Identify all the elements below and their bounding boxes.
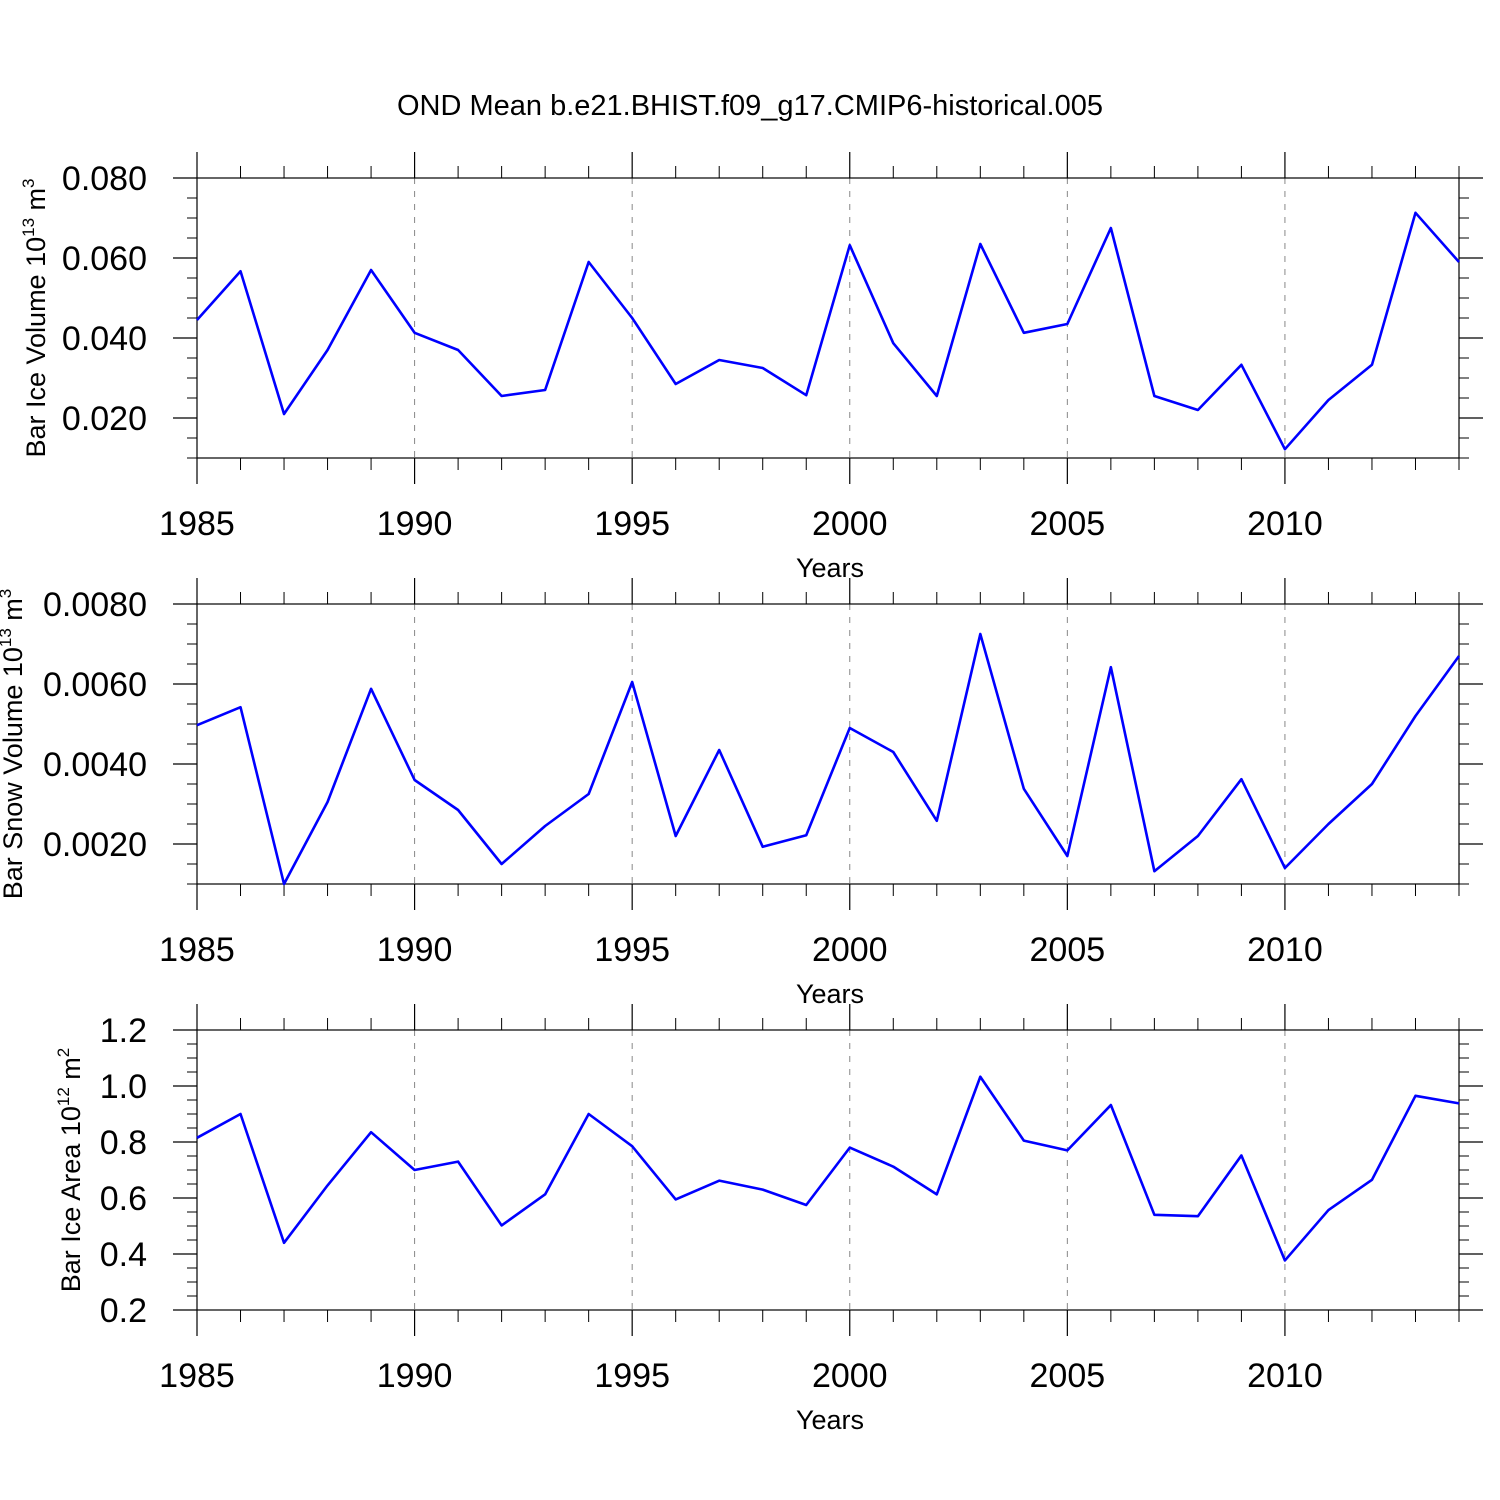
snow-volume-y-label-unit: m: [0, 598, 28, 628]
snow-volume-y-label-unit-exponent: 3: [0, 589, 15, 598]
snow-volume-x-tick-label: 2000: [812, 931, 888, 969]
snow-volume-y-label-text: Bar Snow Volume 10: [0, 647, 28, 899]
ice-volume-x-tick-label: 2005: [1030, 505, 1106, 543]
ice-area-y-label-unit-exponent: 2: [54, 1048, 73, 1057]
ice-area-x-tick-label: 2005: [1030, 1357, 1106, 1395]
ice-area-y-label-text: Bar Ice Area 10: [56, 1106, 86, 1292]
ice-volume-x-tick-label: 2000: [812, 505, 888, 543]
snow-volume-y-tick-label: 0.0080: [43, 586, 147, 624]
ice-area-x-tick-label: 2010: [1247, 1357, 1323, 1395]
ice-volume-x-tick-label: 2010: [1247, 505, 1323, 543]
ice-volume-y-tick-label: 0.060: [62, 240, 147, 278]
ice-area-x-axis-label: Years: [796, 1405, 864, 1435]
ice-area-x-tick-label: 1990: [377, 1357, 453, 1395]
ice-area-y-tick-label: 1.2: [100, 1012, 147, 1050]
ice-area-series-line: [196, 1075, 1460, 1262]
ice-area-y-tick-label: 0.6: [100, 1180, 147, 1218]
ice-area-y-label-unit: m: [56, 1057, 86, 1087]
snow-volume-x-tick-label: 1990: [377, 931, 453, 969]
ice-volume-panel: 0.020 0.040 0.060 0.080 1985 1990 1995 2000 2005…: [19, 152, 1483, 583]
snow-volume-y-tick-label: 0.0060: [43, 666, 147, 704]
ice-area-y-tick-label: 0.8: [100, 1124, 147, 1162]
ice-area-y-tick-label: 0.2: [100, 1292, 147, 1330]
ice-volume-y-axis-label: Bar Ice Volume 1013 m3: [19, 178, 51, 457]
snow-volume-y-axis-label: Bar Snow Volume 1013 m3: [0, 589, 28, 900]
ice-area-x-tick-label: 2000: [812, 1357, 888, 1395]
ice-volume-y-label-text: Bar Ice Volume 10: [21, 237, 51, 458]
ice-volume-y-tick-label: 0.040: [62, 320, 147, 358]
snow-volume-x-axis-label: Years: [796, 979, 864, 1009]
ice-volume-y-label-unit: m: [21, 188, 51, 218]
ice-volume-series-line: [196, 211, 1460, 451]
ice-area-y-axis-label: Bar Ice Area 1012 m2: [54, 1048, 86, 1293]
ice-volume-x-tick-label: 1985: [159, 505, 235, 543]
ice-area-y-label-exponent: 12: [54, 1087, 73, 1106]
ice-volume-y-label-exponent: 13: [19, 218, 38, 237]
ice-volume-x-tick-label: 1990: [377, 505, 453, 543]
ice-volume-x-axis-label: Years: [796, 553, 864, 583]
ice-volume-y-label-unit-exponent: 3: [19, 178, 38, 187]
snow-volume-x-tick-label: 2010: [1247, 931, 1323, 969]
snow-volume-y-tick-label: 0.0040: [43, 746, 147, 784]
ice-area-y-tick-label: 1.0: [100, 1068, 147, 1106]
ice-area-x-tick-label: 1995: [594, 1357, 670, 1395]
figure-title: OND Mean b.e21.BHIST.f09_g17.CMIP6-histo…: [397, 90, 1103, 122]
ice-volume-y-tick-label: 0.020: [62, 400, 147, 438]
snow-volume-x-tick-label: 2005: [1030, 931, 1106, 969]
snow-volume-x-tick-label: 1995: [594, 931, 670, 969]
ice-area-x-tick-label: 1985: [159, 1357, 235, 1395]
snow-volume-y-tick-label: 0.0020: [43, 826, 147, 864]
snow-volume-y-label-exponent: 13: [0, 628, 15, 647]
ice-volume-x-tick-label: 1995: [594, 505, 670, 543]
ice-area-y-tick-label: 0.4: [100, 1236, 147, 1274]
snow-volume-x-tick-label: 1985: [159, 931, 235, 969]
ice-volume-y-tick-label: 0.080: [62, 160, 147, 198]
snow-volume-panel: 0.0020 0.0040 0.0060 0.0080 1985 1990 1995 2000…: [0, 578, 1483, 1009]
ice-area-panel: 0.2 0.4 0.6 0.8 1.0 1.2 1985 1990 1995 2000 2005 20…: [54, 1004, 1483, 1435]
snow-volume-series-line: [196, 632, 1461, 886]
